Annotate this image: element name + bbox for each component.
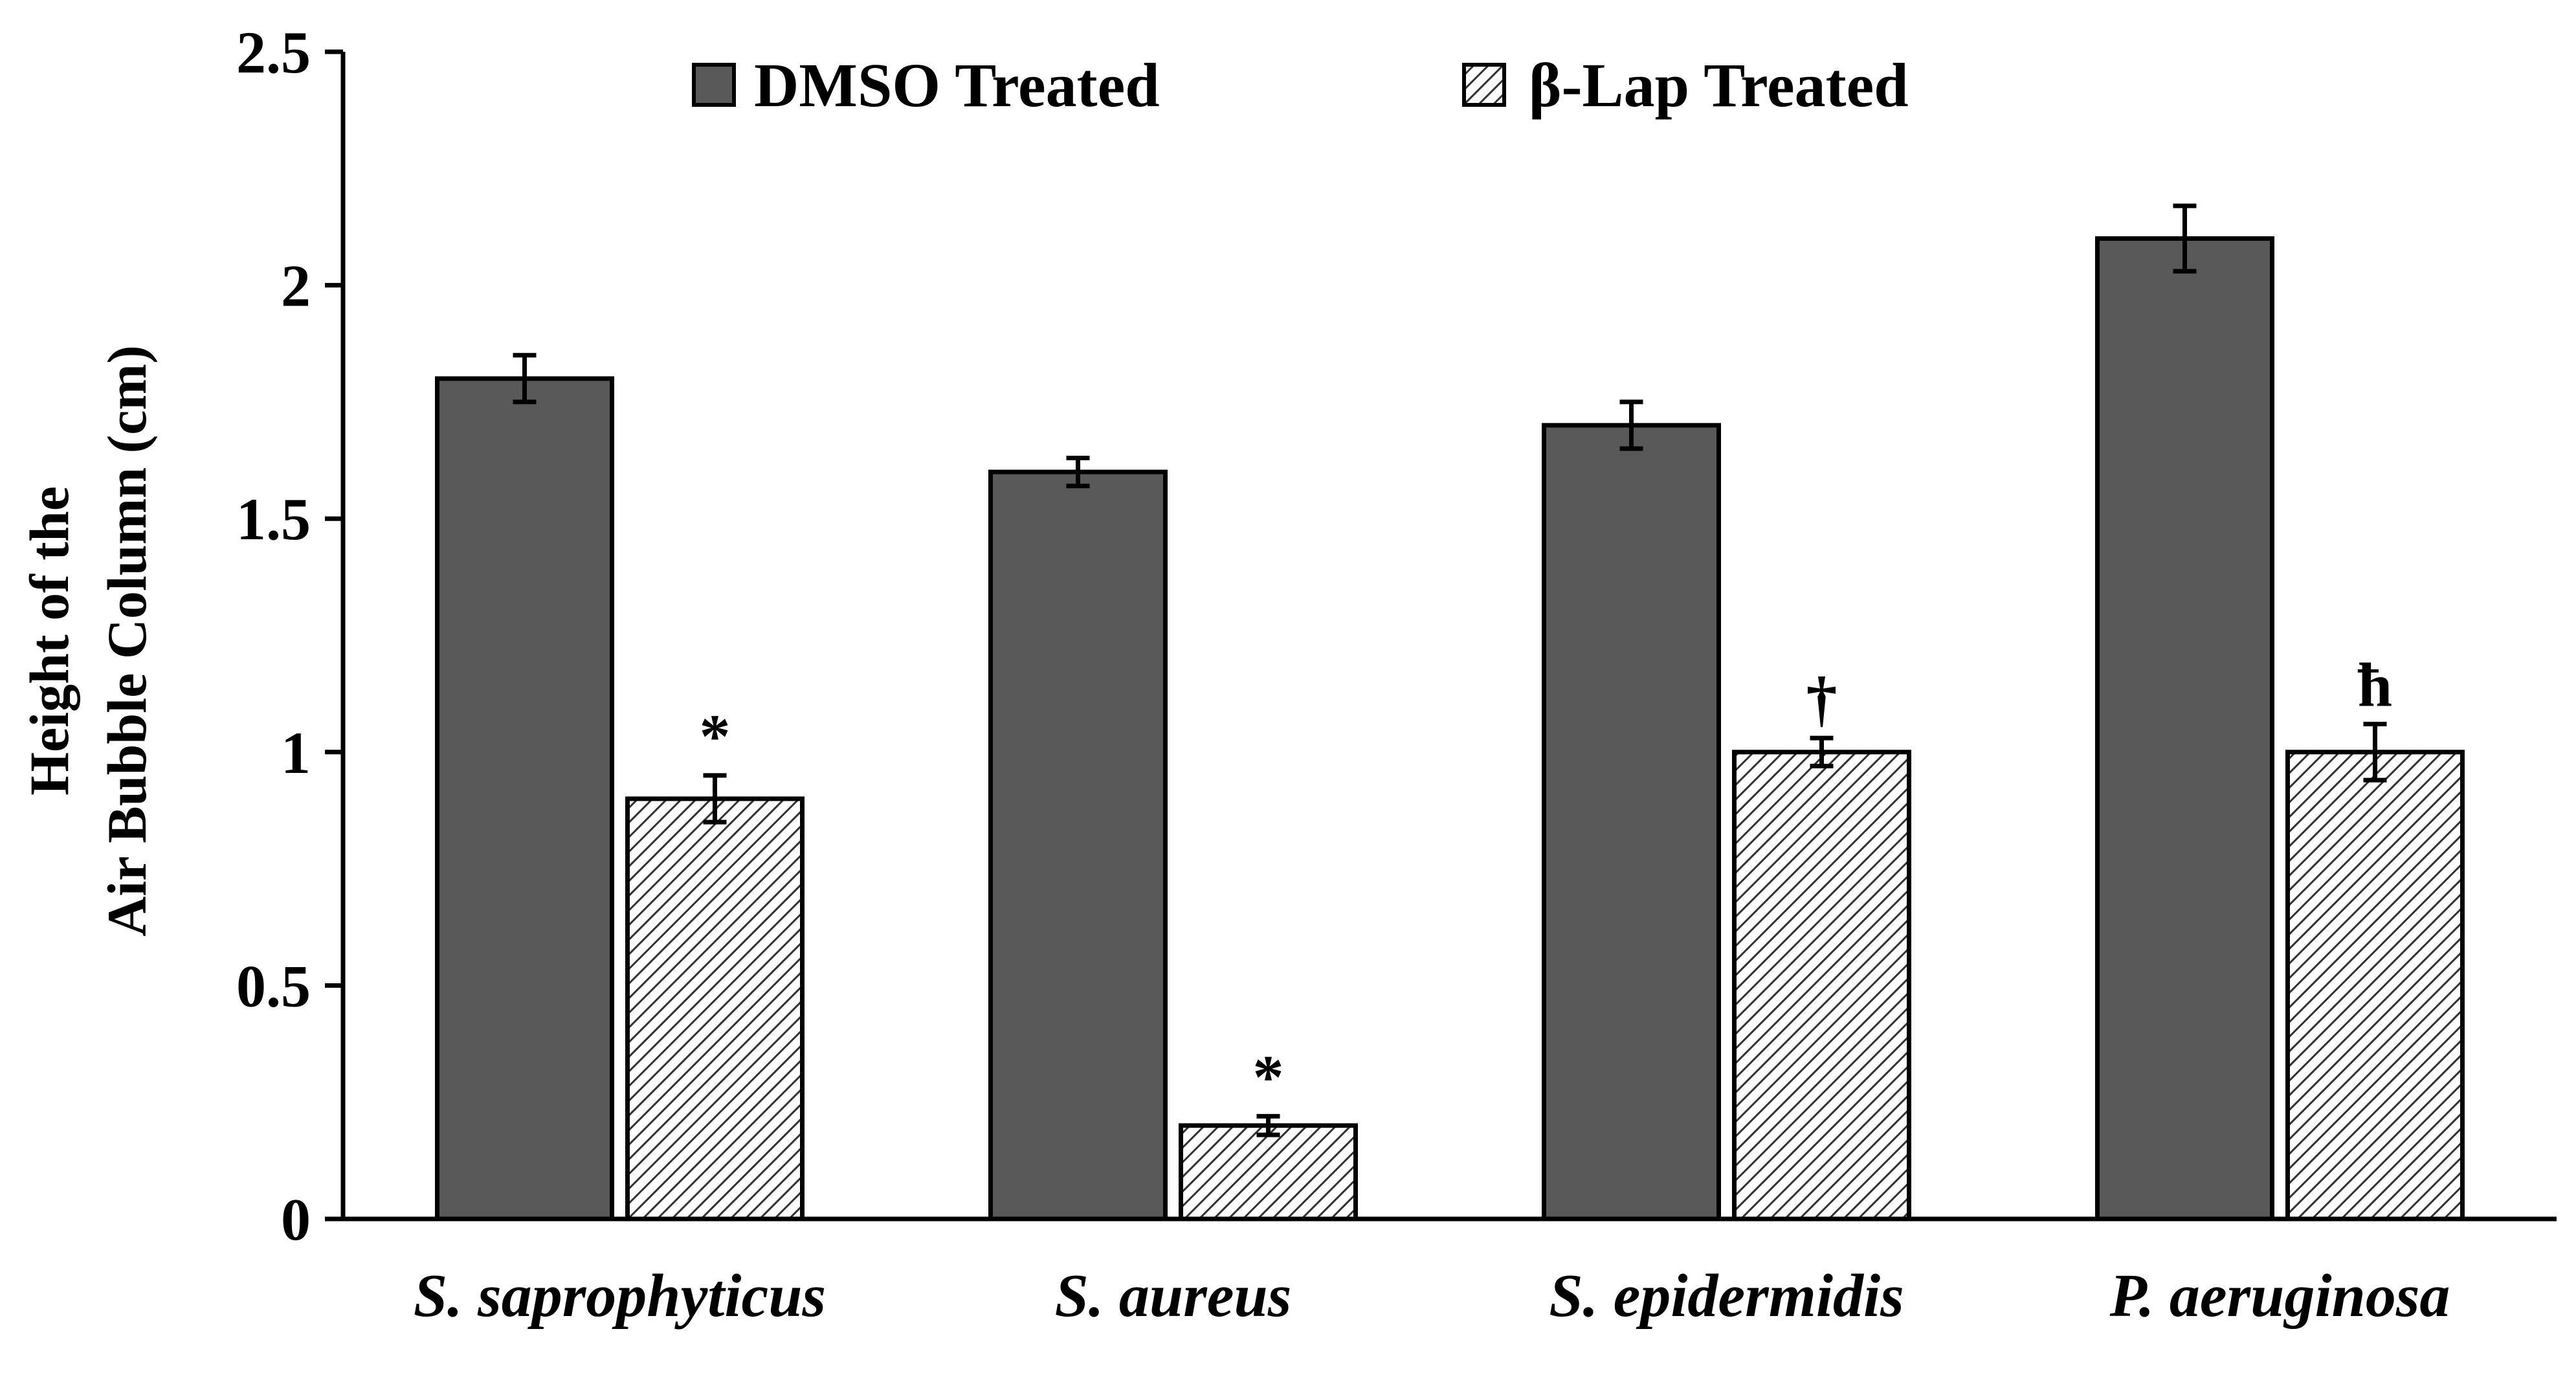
error-bars (513, 203, 2387, 1137)
legend-label-blap: β-Lap Treated (1529, 50, 1909, 120)
bar-dmso-1 (988, 469, 1168, 1222)
bar-dmso-0 (435, 376, 614, 1222)
bar-blap-0 (625, 796, 805, 1222)
error-bar-blap-1 (1256, 1113, 1280, 1137)
y-tick-label: 1 (281, 720, 311, 786)
legend-swatch-dmso (692, 63, 736, 107)
category-label-1: S. aureus (1055, 1262, 1292, 1330)
legend-swatch-blap (1462, 63, 1506, 107)
y-tick-label: 2.5 (236, 19, 311, 85)
y-axis-title-line-1: Height of the (18, 486, 80, 796)
category-label-2: S. epidermidis (1549, 1262, 1904, 1330)
bar-dmso-3 (2095, 236, 2274, 1222)
y-axis-title-line-2: Air Bubble Column (cm) (96, 345, 158, 936)
category-label-0: S. saprophyticus (414, 1262, 826, 1330)
bar-blap-1 (1179, 1123, 1358, 1222)
error-bar-dmso-3 (2173, 203, 2197, 274)
y-tick-label: 0 (281, 1187, 311, 1253)
bars (435, 236, 2465, 1222)
significance-mark-3: ħ (2358, 651, 2392, 720)
y-axis-labels: 0 0.5 1 1.5 2 2.5 (236, 19, 311, 1253)
bar-blap-2 (1732, 750, 1911, 1222)
error-bar-dmso-2 (1619, 399, 1643, 451)
x-axis-labels: S. saprophyticus S. aureus S. epidermidis P… (414, 1262, 2450, 1330)
category-label-3: P. aeruginosa (2109, 1262, 2450, 1330)
bar-dmso-2 (1542, 423, 1721, 1222)
bar-blap-3 (2285, 750, 2465, 1222)
y-tick-label: 1.5 (236, 486, 311, 552)
significance-annotations: * * † ħ (700, 651, 2393, 1112)
significance-mark-1: * (1253, 1042, 1284, 1111)
error-bar-dmso-1 (1066, 455, 1090, 489)
error-bar-blap-0 (703, 773, 727, 825)
error-bar-blap-2 (1810, 735, 1834, 768)
error-bar-blap-3 (2363, 722, 2387, 783)
significance-mark-0: * (700, 702, 731, 771)
y-tick-label: 0.5 (236, 953, 311, 1019)
significance-mark-2: † (1806, 664, 1838, 733)
error-bar-dmso-0 (513, 353, 537, 405)
legend-label-dmso: DMSO Treated (754, 50, 1160, 120)
legend: DMSO Treated β-Lap Treated (692, 50, 1909, 120)
y-tick-label: 2 (281, 253, 311, 319)
